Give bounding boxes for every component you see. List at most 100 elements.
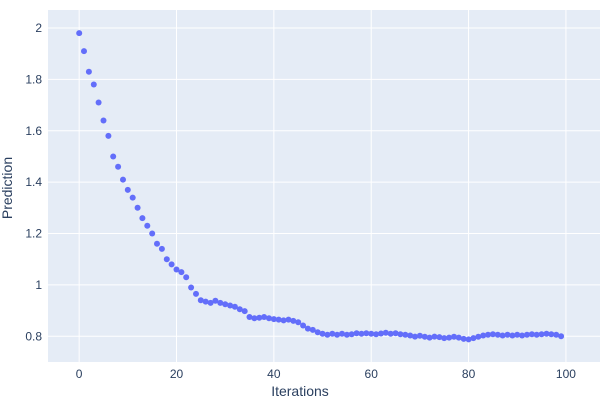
data-point xyxy=(533,331,540,338)
data-point xyxy=(358,330,365,337)
data-point xyxy=(387,330,394,337)
data-point xyxy=(270,316,277,323)
data-point xyxy=(309,326,316,333)
data-point xyxy=(514,331,521,338)
data-point xyxy=(275,316,282,323)
data-point xyxy=(95,99,102,106)
data-point xyxy=(465,336,472,343)
data-point xyxy=(246,314,253,320)
data-point xyxy=(558,333,565,340)
x-axis-title: Iterations xyxy=(271,383,329,399)
x-tick-label: 0 xyxy=(76,367,83,381)
data-point xyxy=(446,334,453,341)
data-point xyxy=(100,117,107,124)
data-point xyxy=(397,331,404,338)
data-point xyxy=(290,317,297,324)
data-point xyxy=(154,240,160,247)
data-point xyxy=(193,290,199,297)
data-point xyxy=(300,322,307,329)
data-point xyxy=(504,331,511,338)
data-point xyxy=(431,333,438,340)
data-point xyxy=(402,331,409,338)
data-point xyxy=(222,301,229,308)
y-tick-label: 1.4 xyxy=(25,175,42,189)
data-point xyxy=(158,245,165,252)
data-point xyxy=(543,330,550,337)
data-point xyxy=(124,186,131,193)
data-point xyxy=(509,332,516,339)
plot-area[interactable] xyxy=(48,10,600,362)
data-point xyxy=(494,331,501,338)
data-point xyxy=(489,331,496,338)
data-point xyxy=(324,331,331,338)
data-point xyxy=(236,306,243,313)
data-point xyxy=(436,334,443,341)
data-point xyxy=(407,332,414,339)
data-point xyxy=(144,222,151,229)
data-point xyxy=(188,284,195,291)
y-tick-label: 1.6 xyxy=(25,124,42,138)
x-tick-label: 100 xyxy=(556,367,576,381)
data-point xyxy=(285,316,292,323)
data-point xyxy=(548,331,555,338)
data-point xyxy=(519,332,526,339)
y-tick-label: 0.8 xyxy=(25,329,42,343)
data-point xyxy=(251,315,258,322)
data-point xyxy=(295,319,302,326)
data-point xyxy=(499,332,506,339)
data-point xyxy=(470,335,477,342)
data-point xyxy=(105,132,112,139)
data-point xyxy=(163,256,170,263)
data-point xyxy=(85,68,92,75)
data-point xyxy=(378,330,384,337)
data-point xyxy=(480,332,487,339)
data-point xyxy=(334,331,341,338)
data-point xyxy=(178,269,185,276)
data-point xyxy=(412,333,418,340)
data-point xyxy=(207,299,214,306)
data-point xyxy=(382,329,389,336)
data-point xyxy=(343,331,350,338)
data-point xyxy=(314,329,321,336)
data-point xyxy=(227,302,234,309)
data-point xyxy=(241,308,248,315)
data-point xyxy=(76,30,83,37)
data-point xyxy=(266,315,272,322)
data-point xyxy=(538,331,545,338)
y-axis-title: Prediction xyxy=(0,156,15,220)
data-point xyxy=(261,314,268,320)
data-point xyxy=(416,332,423,339)
x-tick-label: 20 xyxy=(170,367,184,381)
data-point xyxy=(304,325,311,332)
data-point xyxy=(212,297,219,304)
data-point xyxy=(202,298,209,305)
data-point xyxy=(280,317,287,324)
data-point xyxy=(441,335,448,342)
data-point xyxy=(81,48,87,55)
data-point xyxy=(553,331,560,338)
y-tick-label: 2 xyxy=(35,21,42,35)
data-point xyxy=(139,215,146,222)
data-point xyxy=(368,330,375,337)
data-point xyxy=(392,330,399,337)
data-point xyxy=(353,330,360,337)
data-point xyxy=(173,266,180,273)
data-point xyxy=(134,204,141,211)
data-point xyxy=(120,176,126,183)
data-point xyxy=(373,331,380,338)
data-point xyxy=(426,334,433,341)
data-point xyxy=(129,194,136,201)
data-point xyxy=(348,331,355,338)
data-point xyxy=(217,299,224,306)
data-point xyxy=(231,303,238,310)
data-point xyxy=(197,297,204,304)
data-point xyxy=(319,330,326,337)
data-point xyxy=(115,163,122,170)
data-point xyxy=(451,333,457,340)
data-point xyxy=(524,331,530,338)
data-point xyxy=(475,333,482,340)
data-point xyxy=(485,331,491,338)
data-point xyxy=(256,314,263,321)
